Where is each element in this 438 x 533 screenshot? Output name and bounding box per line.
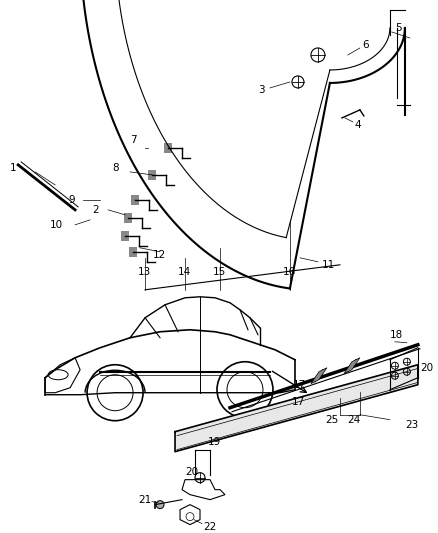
Text: 2: 2 bbox=[92, 205, 99, 215]
Text: 12: 12 bbox=[153, 250, 166, 260]
Bar bbox=[121, 231, 129, 241]
Text: 16: 16 bbox=[283, 267, 296, 277]
Text: 22: 22 bbox=[203, 522, 216, 531]
Text: 21: 21 bbox=[138, 495, 151, 505]
Polygon shape bbox=[311, 368, 327, 384]
Text: 14: 14 bbox=[178, 267, 191, 277]
Bar bbox=[131, 195, 139, 205]
Bar bbox=[129, 247, 137, 257]
Text: 24: 24 bbox=[347, 415, 360, 425]
Text: 11: 11 bbox=[322, 260, 335, 270]
Text: 6: 6 bbox=[362, 40, 368, 50]
Text: 18: 18 bbox=[390, 330, 403, 340]
Text: 10: 10 bbox=[50, 220, 63, 230]
Polygon shape bbox=[175, 365, 418, 451]
Text: 13: 13 bbox=[138, 267, 151, 277]
Text: 7: 7 bbox=[130, 135, 137, 145]
Text: 3: 3 bbox=[258, 85, 265, 95]
Text: 19: 19 bbox=[208, 437, 221, 447]
Text: 20: 20 bbox=[420, 363, 433, 373]
Text: 17: 17 bbox=[293, 379, 306, 390]
Text: 5: 5 bbox=[395, 23, 402, 33]
Text: 4: 4 bbox=[355, 120, 361, 130]
Polygon shape bbox=[344, 358, 360, 374]
Text: 8: 8 bbox=[112, 163, 119, 173]
Text: 9: 9 bbox=[68, 195, 75, 205]
Text: 17: 17 bbox=[292, 397, 305, 407]
Bar bbox=[164, 143, 172, 153]
Text: 25: 25 bbox=[325, 415, 338, 425]
Circle shape bbox=[156, 500, 164, 508]
Bar bbox=[148, 170, 156, 180]
Bar bbox=[124, 213, 132, 223]
Text: 23: 23 bbox=[405, 419, 418, 430]
Text: 20: 20 bbox=[185, 467, 198, 477]
Text: 1: 1 bbox=[10, 163, 17, 173]
Text: 15: 15 bbox=[213, 267, 226, 277]
